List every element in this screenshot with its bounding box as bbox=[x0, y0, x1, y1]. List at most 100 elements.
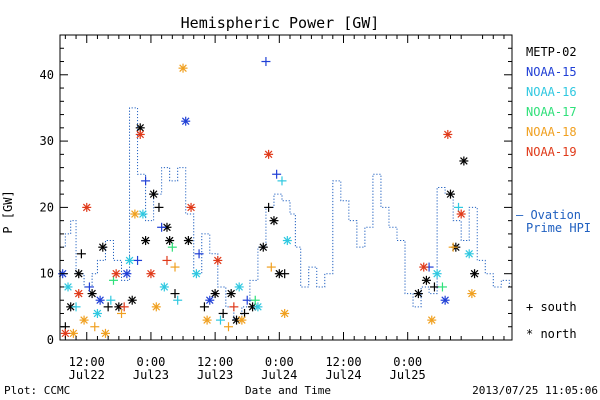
data-point bbox=[191, 269, 201, 279]
x-tick-label-date: Jul23 bbox=[133, 368, 169, 382]
data-point bbox=[269, 216, 279, 226]
data-point bbox=[202, 315, 212, 325]
data-point bbox=[98, 242, 108, 252]
y-tick-label: 0 bbox=[47, 333, 54, 347]
data-point bbox=[237, 315, 247, 325]
data-point bbox=[280, 308, 290, 318]
data-point bbox=[157, 222, 167, 232]
data-point bbox=[159, 282, 169, 292]
data-point bbox=[60, 328, 70, 338]
data-point bbox=[218, 308, 228, 318]
data-point bbox=[74, 269, 84, 279]
data-point bbox=[280, 269, 290, 279]
data-point bbox=[427, 315, 437, 325]
marker-key-north: * north bbox=[526, 327, 577, 341]
data-point bbox=[87, 289, 97, 299]
data-point bbox=[194, 249, 204, 259]
data-point bbox=[199, 302, 209, 312]
data-point bbox=[125, 255, 135, 265]
data-point bbox=[266, 262, 276, 272]
data-point bbox=[470, 269, 480, 279]
data-point bbox=[232, 315, 242, 325]
ovation-prime-hpi-line bbox=[60, 107, 512, 321]
x-axis-label: Date and Time bbox=[245, 384, 331, 397]
data-point bbox=[130, 209, 140, 219]
data-point bbox=[229, 302, 239, 312]
data-point bbox=[440, 295, 450, 305]
x-tick-label-time: 0:00 bbox=[136, 355, 165, 369]
data-point bbox=[186, 202, 196, 212]
data-point bbox=[282, 236, 292, 246]
x-tick-label-time: 12:00 bbox=[197, 355, 233, 369]
y-tick-label: 30 bbox=[40, 134, 54, 148]
data-point bbox=[90, 322, 100, 332]
x-tick-label-date: Jul23 bbox=[197, 368, 233, 382]
data-point bbox=[413, 289, 423, 299]
data-point bbox=[119, 302, 129, 312]
data-point bbox=[264, 149, 274, 159]
x-tick-label-date: Jul24 bbox=[325, 368, 361, 382]
data-point bbox=[162, 222, 172, 232]
data-point bbox=[250, 295, 260, 305]
data-point bbox=[141, 176, 151, 186]
footer-plot-credit: Plot: CCMC bbox=[4, 384, 70, 397]
data-point bbox=[76, 249, 86, 259]
data-point bbox=[234, 282, 244, 292]
data-point bbox=[261, 57, 271, 67]
plot-axes: 01020304012:00Jul220:00Jul2312:00Jul230:… bbox=[40, 34, 513, 382]
data-point bbox=[264, 202, 274, 212]
marker-key-south: + south bbox=[526, 300, 577, 314]
data-point bbox=[226, 289, 236, 299]
legend: METP-02 NOAA-15 NOAA-16 NOAA-17 NOAA-18 NOAA-… bbox=[516, 45, 591, 341]
data-point bbox=[467, 289, 477, 299]
data-point bbox=[149, 189, 159, 199]
data-point bbox=[205, 295, 215, 305]
data-point bbox=[135, 123, 145, 133]
data-point bbox=[133, 255, 143, 265]
data-point bbox=[63, 282, 73, 292]
data-point bbox=[240, 308, 250, 318]
data-point bbox=[154, 202, 164, 212]
x-tick-label-date: Jul25 bbox=[390, 368, 426, 382]
data-point bbox=[74, 289, 84, 299]
data-point bbox=[146, 269, 156, 279]
x-tick-label-time: 12:00 bbox=[69, 355, 105, 369]
chart-title: Hemispheric Power [GW] bbox=[181, 14, 380, 32]
x-tick-label-date: Jul22 bbox=[69, 368, 105, 382]
data-point bbox=[173, 295, 183, 305]
x-tick-label-time: 0:00 bbox=[265, 355, 294, 369]
data-point bbox=[141, 236, 151, 246]
data-point bbox=[135, 129, 145, 139]
data-point bbox=[151, 302, 161, 312]
data-point bbox=[100, 328, 110, 338]
data-point bbox=[464, 249, 474, 259]
data-point bbox=[106, 295, 116, 305]
data-point bbox=[82, 202, 92, 212]
legend-ovation-label: — Ovation bbox=[516, 208, 581, 222]
y-axis-label: P [GW] bbox=[1, 190, 15, 233]
data-point bbox=[84, 282, 94, 292]
legend-entry: METP-02 bbox=[526, 45, 577, 59]
data-point bbox=[178, 63, 188, 73]
legend-entry: NOAA-18 bbox=[526, 125, 577, 139]
data-point bbox=[122, 269, 132, 279]
data-point bbox=[448, 242, 458, 252]
data-point bbox=[459, 156, 469, 166]
x-tick-label-date: Jul24 bbox=[261, 368, 297, 382]
data-point bbox=[162, 255, 172, 265]
data-point bbox=[443, 129, 453, 139]
legend-entry: NOAA-19 bbox=[526, 145, 577, 159]
data-point bbox=[68, 328, 78, 338]
x-tick-label-time: 0:00 bbox=[393, 355, 422, 369]
data-point bbox=[71, 302, 81, 312]
x-tick-label-time: 12:00 bbox=[325, 355, 361, 369]
data-point bbox=[258, 242, 268, 252]
data-point bbox=[127, 295, 137, 305]
legend-ovation-label: Prime HPI bbox=[526, 221, 591, 235]
data-point bbox=[215, 315, 225, 325]
data-point bbox=[445, 189, 455, 199]
data-point bbox=[138, 209, 148, 219]
data-point bbox=[167, 242, 177, 252]
data-point bbox=[66, 302, 76, 312]
